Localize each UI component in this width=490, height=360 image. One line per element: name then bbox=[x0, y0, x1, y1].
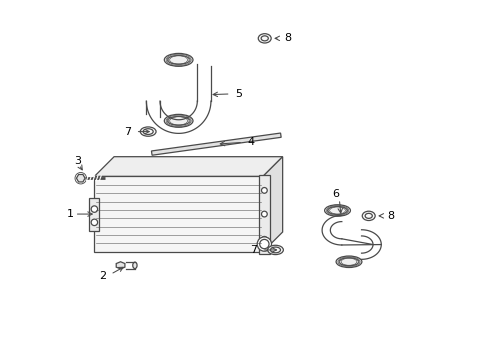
Ellipse shape bbox=[268, 245, 283, 255]
Text: 5: 5 bbox=[235, 89, 243, 99]
Ellipse shape bbox=[164, 114, 193, 127]
Circle shape bbox=[91, 219, 98, 226]
Ellipse shape bbox=[140, 127, 156, 136]
Bar bbox=[259, 175, 270, 253]
Polygon shape bbox=[95, 157, 283, 176]
Text: 4: 4 bbox=[248, 138, 255, 147]
Ellipse shape bbox=[336, 256, 362, 267]
Circle shape bbox=[260, 239, 269, 249]
Text: 7: 7 bbox=[250, 245, 258, 255]
Ellipse shape bbox=[362, 211, 375, 221]
Text: 8: 8 bbox=[388, 211, 395, 221]
Circle shape bbox=[91, 206, 98, 212]
Polygon shape bbox=[263, 157, 283, 252]
Bar bbox=[89, 198, 99, 231]
Text: 2: 2 bbox=[99, 271, 106, 281]
Text: 1: 1 bbox=[67, 209, 74, 219]
Polygon shape bbox=[95, 176, 263, 252]
Text: 3: 3 bbox=[74, 156, 81, 166]
Text: 6: 6 bbox=[332, 189, 339, 199]
Ellipse shape bbox=[133, 262, 137, 269]
Circle shape bbox=[262, 211, 267, 217]
Polygon shape bbox=[76, 175, 85, 182]
Ellipse shape bbox=[324, 205, 350, 216]
Polygon shape bbox=[151, 133, 281, 155]
Circle shape bbox=[262, 237, 267, 242]
Circle shape bbox=[262, 188, 267, 193]
Ellipse shape bbox=[164, 53, 193, 66]
Polygon shape bbox=[116, 262, 125, 269]
Circle shape bbox=[257, 237, 271, 251]
Text: 8: 8 bbox=[285, 33, 292, 43]
Ellipse shape bbox=[258, 34, 271, 43]
Text: 7: 7 bbox=[124, 127, 131, 136]
